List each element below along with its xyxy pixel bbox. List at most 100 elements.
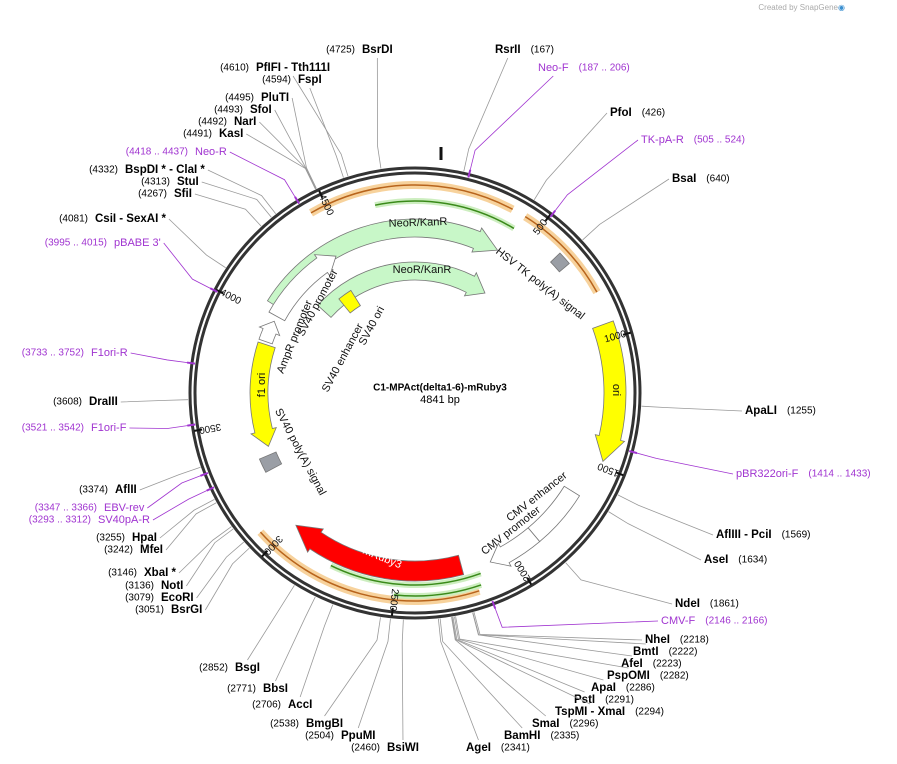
- watermark: Created by SnapGene: [758, 3, 838, 12]
- leader-line: [451, 616, 547, 717]
- primer-mark: [206, 486, 215, 492]
- leader-line: [473, 612, 643, 641]
- enzyme-site: (2294): [635, 707, 664, 718]
- enzyme-name: AgeI: [466, 742, 491, 754]
- primer-range: (505 .. 524): [694, 135, 745, 146]
- enzyme-site: (4491): [183, 129, 212, 140]
- primer-mark: [491, 600, 497, 609]
- enzyme-site: (2706): [252, 700, 281, 711]
- enzyme-site: (4495): [225, 93, 254, 104]
- enzyme-name: PluTI: [261, 92, 289, 104]
- primer-mark: [187, 423, 196, 427]
- backbone-inner: [193, 171, 637, 615]
- enzyme-name: ApaLI: [745, 405, 777, 417]
- primer-mark: [549, 210, 556, 218]
- enzyme-site: (2771): [227, 684, 256, 695]
- leader-line: [120, 399, 189, 403]
- primer-name: SV40pA-R: [98, 514, 150, 526]
- enzyme-name: KasI: [219, 128, 243, 140]
- primer-mark: [209, 287, 218, 293]
- enzyme-site: (3255): [96, 533, 125, 544]
- feature-shape: [249, 341, 277, 447]
- enzyme-name: SfoI: [250, 104, 272, 116]
- enzyme-name: BsrGI: [171, 604, 202, 616]
- enzyme-site: (4081): [59, 214, 88, 225]
- enzyme-name: PstI: [574, 694, 595, 706]
- primer-name: pBR322ori-F: [736, 468, 799, 480]
- primer-range: (2146 .. 2166): [705, 616, 767, 627]
- tick-mark: [544, 213, 552, 222]
- leader-line: [455, 616, 629, 669]
- leader-line: [194, 193, 262, 227]
- enzyme-site: (640): [706, 174, 729, 185]
- leader-line: [451, 616, 591, 705]
- enzyme-site: (4332): [89, 165, 118, 176]
- enzyme-site: (3146): [108, 568, 137, 579]
- enzyme-name: DraIII: [89, 396, 118, 408]
- enzyme-site: (426): [642, 108, 665, 119]
- tick-mark: [194, 428, 203, 432]
- enzyme-site: (2296): [570, 719, 599, 730]
- enzyme-site: (4725): [326, 45, 355, 56]
- feature-label: f1 ori: [256, 373, 268, 397]
- leader-line: [247, 585, 295, 661]
- enzyme-name: SmaI: [532, 718, 560, 730]
- logo-mark: ◉: [838, 3, 845, 12]
- tick-mark: [261, 550, 269, 558]
- enzyme-site: (3079): [125, 593, 154, 604]
- feature-label: NeoR/KanR: [388, 216, 447, 230]
- tick-label: 2500: [387, 588, 400, 612]
- enzyme-site: (2852): [199, 663, 228, 674]
- leader-line: [324, 617, 381, 717]
- feature-shape: [489, 527, 541, 567]
- enzyme-name: NheI: [645, 634, 670, 646]
- feature-shape: [550, 252, 570, 273]
- leader-line: [165, 502, 217, 551]
- primer-range: (4418 .. 4437): [126, 147, 188, 158]
- leader-line: [201, 181, 272, 218]
- primer-range: (3293 .. 3312): [29, 515, 91, 526]
- enzyme-site: (2223): [653, 659, 682, 670]
- leader-line: [229, 151, 299, 203]
- enzyme-site: (4492): [198, 117, 227, 128]
- enzyme-name: PfoI: [610, 107, 632, 119]
- plasmid-name: C1-MPAct(delta1-6)-mRuby3: [373, 383, 507, 394]
- primer-name: Neo-F: [538, 62, 569, 74]
- leader-line: [617, 494, 714, 536]
- orf-line: [524, 215, 598, 293]
- enzyme-name: BamHI: [504, 730, 540, 742]
- leader-line: [463, 57, 509, 172]
- primer-name: TK-pA-R: [641, 134, 684, 146]
- primer-mark: [200, 471, 209, 477]
- enzyme-name: BmgBI: [306, 718, 343, 730]
- tick-mark: [215, 288, 224, 295]
- feature-shape: [338, 289, 361, 314]
- enzyme-name: ApaI: [591, 682, 616, 694]
- enzyme-site: (4267): [138, 189, 167, 200]
- enzyme-name: AseI: [704, 554, 728, 566]
- leader-line: [630, 450, 734, 475]
- enzyme-site: (4493): [214, 105, 243, 116]
- primer-name: pBABE 3': [114, 237, 161, 249]
- leader-line: [139, 466, 201, 491]
- leader-line: [468, 75, 554, 177]
- plasmid-length: 4841 bp: [420, 394, 460, 406]
- tick-label: 3500: [198, 421, 222, 436]
- enzyme-site: (3051): [135, 605, 164, 616]
- translation-line: [330, 564, 481, 586]
- leader-line: [152, 487, 214, 521]
- tick-label: 1500: [596, 460, 621, 479]
- enzyme-name: StuI: [177, 176, 199, 188]
- enzyme-name: PfIFI - Tth111I: [256, 62, 330, 74]
- enzyme-site: (2335): [550, 731, 579, 742]
- primer-name: F1ori-F: [91, 422, 127, 434]
- primer-name: Neo-R: [195, 146, 227, 158]
- enzyme-site: (2282): [660, 671, 689, 682]
- enzyme-name: SfiI: [174, 188, 192, 200]
- leader-line: [608, 511, 702, 561]
- leader-line: [204, 547, 250, 611]
- primer-mark: [186, 361, 196, 365]
- enzyme-name: AflIII - PciI: [716, 529, 772, 541]
- leader-line: [207, 169, 277, 215]
